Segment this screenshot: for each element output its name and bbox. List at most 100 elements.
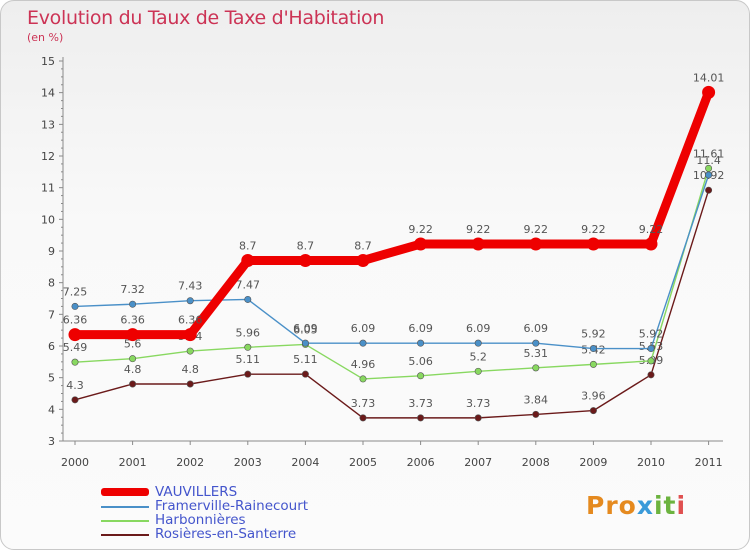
data-label-vauvillers: 9.22 xyxy=(639,223,664,236)
data-label-rosieres-en-santerre: 3.73 xyxy=(466,397,491,410)
point-rosieres-en-santerre xyxy=(71,396,79,404)
point-framerville-rainecourt xyxy=(301,339,309,347)
data-label-harbonnieres: 5.31 xyxy=(524,347,549,360)
data-label-vauvillers: 8.7 xyxy=(354,240,372,253)
legend-label-rosieres-en-santerre: Rosières-en-Santerre xyxy=(155,526,297,542)
point-rosieres-en-santerre xyxy=(474,414,482,422)
point-rosieres-en-santerre xyxy=(359,414,367,422)
point-vauvillers xyxy=(298,254,312,267)
data-label-harbonnieres: 11.61 xyxy=(693,147,725,160)
y-tick-label: 12 xyxy=(41,150,55,163)
x-tick-label: 2006 xyxy=(407,456,435,469)
legend-swatch-framerville-rainecourt xyxy=(101,506,149,508)
point-vauvillers xyxy=(586,237,600,251)
y-tick-label: 15 xyxy=(41,55,55,68)
data-label-vauvillers: 6.36 xyxy=(120,314,145,327)
data-label-vauvillers: 8.7 xyxy=(297,240,315,253)
data-label-rosieres-en-santerre: 3.73 xyxy=(351,397,376,410)
data-label-framerville-rainecourt: 6.09 xyxy=(408,322,433,335)
y-tick-label: 5 xyxy=(48,372,55,385)
y-tick-label: 8 xyxy=(48,277,55,290)
point-harbonnieres xyxy=(647,357,655,365)
chart-title: Evolution du Taux de Taxe d'Habitation xyxy=(27,7,385,29)
data-label-rosieres-en-santerre: 4.3 xyxy=(66,379,84,392)
point-rosieres-en-santerre xyxy=(417,414,425,422)
y-tick-label: 13 xyxy=(41,118,55,131)
point-vauvillers xyxy=(241,254,255,267)
logo-part-3: it xyxy=(653,491,677,520)
data-label-rosieres-en-santerre: 3.84 xyxy=(524,393,549,406)
data-label-harbonnieres: 5.2 xyxy=(469,350,487,363)
data-label-framerville-rainecourt: 6.09 xyxy=(466,322,491,335)
x-tick-label: 2003 xyxy=(234,456,262,469)
data-label-harbonnieres: 4.96 xyxy=(351,358,376,371)
data-label-vauvillers: 9.22 xyxy=(466,223,491,236)
logo-part-1: Pro xyxy=(586,491,637,520)
y-tick-label: 14 xyxy=(41,87,55,100)
point-harbonnieres xyxy=(71,358,79,366)
point-vauvillers xyxy=(644,237,658,251)
data-label-framerville-rainecourt: 11.4 xyxy=(696,154,721,167)
data-label-framerville-rainecourt: 7.43 xyxy=(178,280,203,293)
point-framerville-rainecourt xyxy=(244,295,252,303)
data-label-framerville-rainecourt: 7.32 xyxy=(120,283,145,296)
point-framerville-rainecourt xyxy=(359,339,367,347)
data-label-framerville-rainecourt: 6.09 xyxy=(351,322,376,335)
series-line-harbonnieres xyxy=(74,167,710,380)
x-tick-label: 2008 xyxy=(522,456,550,469)
legend-swatch-harbonnieres xyxy=(101,520,149,522)
data-label-rosieres-en-santerre: 3.96 xyxy=(581,390,606,403)
point-framerville-rainecourt xyxy=(71,302,79,310)
point-harbonnieres xyxy=(186,347,194,355)
point-vauvillers xyxy=(702,85,716,99)
data-label-harbonnieres: 5.96 xyxy=(236,326,261,339)
data-label-framerville-rainecourt: 6.09 xyxy=(524,322,549,335)
point-harbonnieres xyxy=(474,367,482,375)
data-label-vauvillers: 9.22 xyxy=(581,223,606,236)
point-vauvillers xyxy=(183,328,197,342)
x-tick-label: 2004 xyxy=(291,456,319,469)
point-rosieres-en-santerre xyxy=(589,407,597,415)
point-harbonnieres xyxy=(359,375,367,383)
data-label-harbonnieres: 6.05 xyxy=(293,323,318,336)
x-tick-label: 2005 xyxy=(349,456,377,469)
point-rosieres-en-santerre xyxy=(186,380,194,388)
series-line-framerville-rainecourt xyxy=(74,174,710,350)
data-label-vauvillers: 6.36 xyxy=(63,314,88,327)
point-harbonnieres xyxy=(532,364,540,372)
data-label-vauvillers: 9.22 xyxy=(408,223,433,236)
point-rosieres-en-santerre xyxy=(705,186,713,194)
logo-part-2: x xyxy=(636,491,654,520)
point-rosieres-en-santerre xyxy=(129,380,137,388)
chart-subtitle: (en %) xyxy=(27,31,64,44)
point-framerville-rainecourt xyxy=(186,297,194,305)
point-vauvillers xyxy=(471,237,485,251)
point-framerville-rainecourt xyxy=(647,345,655,353)
y-tick-label: 4 xyxy=(48,403,55,416)
x-tick-label: 2000 xyxy=(61,456,89,469)
y-tick-label: 9 xyxy=(48,245,55,258)
point-framerville-rainecourt xyxy=(532,339,540,347)
y-tick-label: 7 xyxy=(48,308,55,321)
data-label-vauvillers: 9.22 xyxy=(524,223,549,236)
point-rosieres-en-santerre xyxy=(647,371,655,379)
x-tick-label: 2009 xyxy=(579,456,607,469)
proxiti-logo: Proxiti xyxy=(586,491,686,520)
point-vauvillers xyxy=(356,254,370,267)
data-label-rosieres-en-santerre: 4.8 xyxy=(181,363,199,376)
data-label-harbonnieres: 5.06 xyxy=(408,355,433,368)
legend-label-harbonnieres: Harbonnières xyxy=(155,512,246,528)
legend-label-vauvillers: VAUVILLERS xyxy=(155,484,238,500)
point-rosieres-en-santerre xyxy=(301,370,309,378)
point-framerville-rainecourt xyxy=(129,300,137,308)
y-tick-label: 11 xyxy=(41,182,55,195)
legend-label-framerville-rainecourt: Framerville-Rainecourt xyxy=(155,498,309,514)
point-vauvillers xyxy=(414,237,428,251)
point-harbonnieres xyxy=(589,360,597,368)
data-label-framerville-rainecourt: 7.47 xyxy=(236,278,261,291)
y-tick-label: 10 xyxy=(41,213,55,226)
data-label-rosieres-en-santerre: 5.11 xyxy=(293,353,318,366)
data-label-vauvillers: 6.36 xyxy=(178,314,203,327)
